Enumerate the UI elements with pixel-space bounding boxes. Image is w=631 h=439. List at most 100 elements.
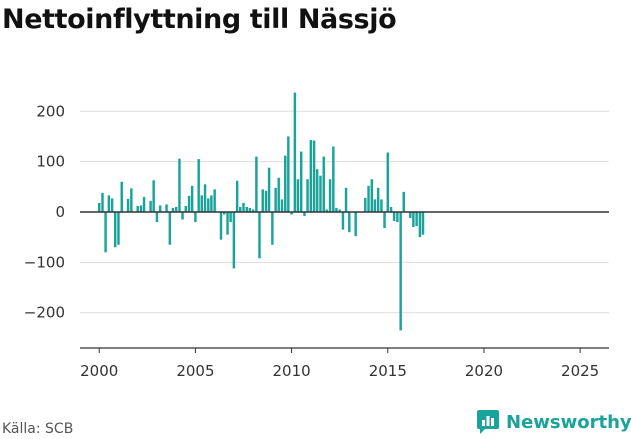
bar — [290, 212, 293, 215]
gridlines — [80, 110, 609, 314]
bar — [239, 206, 242, 212]
bar — [258, 212, 261, 259]
bar — [178, 158, 181, 212]
bar — [309, 139, 313, 212]
bar — [98, 202, 101, 212]
y-tick-label: 100 — [36, 153, 65, 171]
bar — [332, 146, 335, 212]
x-tick-label: 2010 — [273, 362, 311, 380]
bar — [210, 195, 213, 212]
bar — [383, 212, 386, 229]
bar — [277, 177, 280, 212]
bar — [312, 140, 316, 212]
bar — [370, 179, 374, 212]
bar — [409, 212, 412, 219]
bar — [274, 187, 277, 212]
y-tick-label: 200 — [36, 102, 65, 120]
bar — [226, 212, 229, 235]
bar — [155, 212, 159, 223]
bar — [380, 199, 383, 212]
bar — [418, 212, 422, 238]
bar — [376, 187, 380, 212]
bar — [399, 212, 402, 331]
chart-title: Nettoinflyttning till Nässjö — [2, 4, 397, 35]
bar — [402, 191, 405, 212]
bar — [232, 212, 236, 269]
bar — [223, 212, 226, 215]
bar — [113, 212, 117, 248]
x-tick-label: 2020 — [465, 362, 503, 380]
newsworthy-logo-icon — [477, 410, 499, 434]
bar — [255, 156, 258, 212]
bar — [392, 212, 396, 222]
bar — [242, 202, 245, 212]
bar — [194, 212, 197, 223]
bar — [219, 212, 223, 240]
source-note: Källa: SCB — [2, 421, 74, 437]
bar — [293, 92, 297, 212]
bar — [101, 192, 104, 212]
bar — [117, 212, 120, 245]
bar — [165, 204, 168, 212]
bar — [287, 136, 290, 212]
bar — [168, 212, 172, 245]
bar — [335, 207, 338, 212]
bar — [174, 206, 178, 212]
bar — [213, 189, 216, 212]
x-tick-label: 2000 — [80, 362, 118, 380]
bar — [267, 167, 271, 212]
bar — [190, 185, 194, 212]
bar — [412, 212, 415, 228]
bar — [373, 199, 377, 212]
bar — [338, 209, 341, 212]
bar — [184, 205, 188, 212]
bar — [299, 151, 303, 212]
x-tick-label: 2015 — [369, 362, 407, 380]
bar — [315, 169, 319, 212]
bar — [107, 195, 111, 212]
bar — [142, 196, 146, 212]
bar — [389, 206, 393, 212]
bar — [229, 212, 232, 223]
x-tick-label: 2025 — [561, 362, 599, 380]
bar — [280, 199, 284, 212]
y-tick-label: −200 — [24, 304, 65, 322]
bar — [152, 180, 155, 212]
bar — [325, 209, 329, 212]
bar — [139, 205, 143, 212]
bar — [354, 212, 357, 237]
x-tick-label: 2005 — [176, 362, 214, 380]
bar — [200, 195, 203, 212]
bar — [197, 159, 200, 212]
bar — [284, 155, 287, 212]
bar — [149, 200, 152, 212]
bar — [396, 212, 399, 223]
bar — [136, 205, 139, 212]
bar — [328, 179, 332, 212]
y-tick-label: 0 — [55, 203, 65, 221]
bar — [181, 212, 184, 220]
bar — [130, 188, 133, 212]
bar — [319, 175, 322, 212]
bar — [110, 198, 114, 212]
newsworthy-logo-text: Newsworthy — [506, 411, 631, 433]
bar — [235, 180, 239, 212]
bar — [386, 152, 390, 212]
axes: −200 −100 0 100 200 2000 2005 2010 2015 2020 2025 — [24, 102, 609, 380]
bar — [207, 198, 210, 212]
bar — [261, 189, 264, 212]
bar — [303, 212, 306, 217]
bar — [120, 181, 123, 212]
bar — [344, 187, 348, 212]
bar — [158, 205, 162, 212]
bar — [203, 184, 207, 212]
bar — [296, 179, 300, 212]
bar — [187, 195, 191, 212]
bar — [306, 179, 309, 212]
newsworthy-logo[interactable]: Newsworthy — [476, 409, 631, 435]
bar — [126, 198, 130, 212]
bar — [104, 212, 107, 253]
bar — [367, 185, 370, 212]
bars — [98, 92, 425, 331]
